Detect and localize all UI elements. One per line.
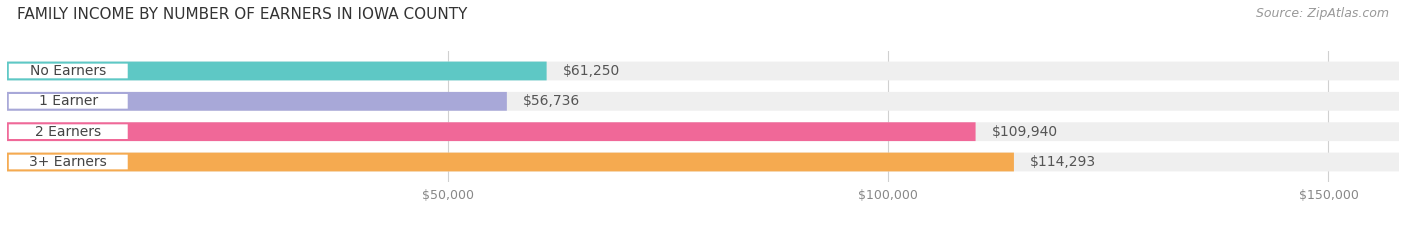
Text: Source: ZipAtlas.com: Source: ZipAtlas.com	[1256, 7, 1389, 20]
Text: 3+ Earners: 3+ Earners	[30, 155, 107, 169]
FancyBboxPatch shape	[7, 62, 547, 80]
FancyBboxPatch shape	[7, 122, 1399, 141]
Text: 2 Earners: 2 Earners	[35, 125, 101, 139]
FancyBboxPatch shape	[7, 122, 976, 141]
FancyBboxPatch shape	[7, 92, 506, 111]
Text: $56,736: $56,736	[523, 94, 579, 108]
Text: FAMILY INCOME BY NUMBER OF EARNERS IN IOWA COUNTY: FAMILY INCOME BY NUMBER OF EARNERS IN IO…	[17, 7, 467, 22]
FancyBboxPatch shape	[8, 94, 128, 109]
Text: No Earners: No Earners	[30, 64, 107, 78]
FancyBboxPatch shape	[7, 62, 1399, 80]
FancyBboxPatch shape	[7, 92, 1399, 111]
Text: $109,940: $109,940	[991, 125, 1057, 139]
Text: $61,250: $61,250	[562, 64, 620, 78]
Text: 1 Earner: 1 Earner	[39, 94, 98, 108]
FancyBboxPatch shape	[7, 153, 1014, 171]
FancyBboxPatch shape	[8, 155, 128, 169]
FancyBboxPatch shape	[8, 64, 128, 78]
FancyBboxPatch shape	[7, 153, 1399, 171]
Text: $114,293: $114,293	[1029, 155, 1095, 169]
FancyBboxPatch shape	[8, 124, 128, 139]
